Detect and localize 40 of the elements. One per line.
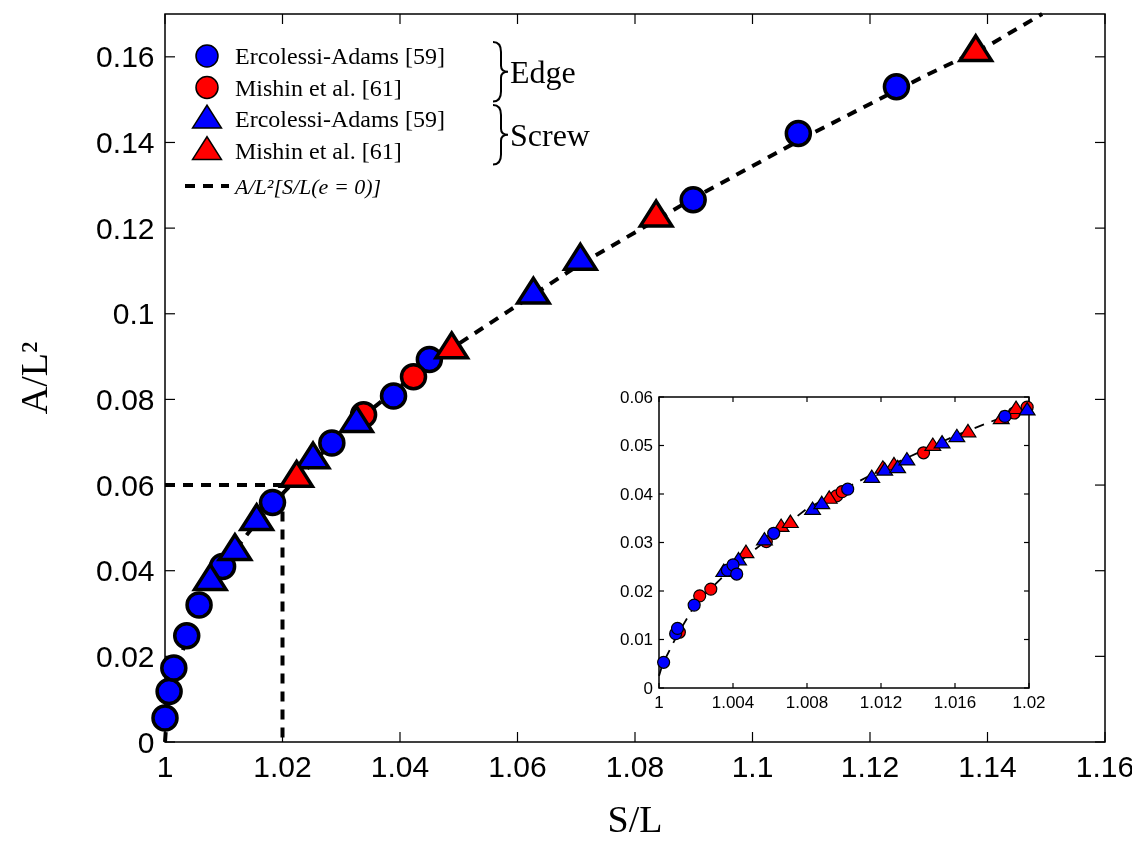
x-tick-label: 1.12 [840, 749, 900, 783]
y-tick-label: 0.12 [96, 211, 155, 245]
x-tick-label: 1.14 [958, 749, 1017, 783]
legend-label: Ercolessi-Adams [59] [235, 43, 445, 70]
legend-label: Mishin et al. [61] [235, 137, 402, 164]
x-tick-label: 1.06 [488, 749, 547, 783]
annotation: Edge [510, 53, 576, 90]
legend-label: Mishin et al. [61] [235, 74, 402, 101]
y-axis-title: A/L² [13, 341, 55, 415]
x-tick-label: 1 [156, 749, 174, 783]
legend-label: Ercolessi-Adams [59] [235, 106, 445, 133]
y-tick-label: 0.04 [96, 554, 155, 588]
y-tick-label: 0.06 [619, 387, 654, 407]
y-tick-label: 0.01 [619, 630, 654, 650]
y-tick-label: 0.03 [619, 533, 654, 553]
x-tick-label: 1 [654, 692, 664, 712]
y-tick-label: 0.02 [619, 581, 654, 601]
y-tick-label: 0.16 [96, 40, 155, 74]
y-tick-label: 0.04 [619, 484, 654, 504]
y-tick-label: 0.1 [112, 297, 155, 331]
x-tick-label: 1.04 [370, 749, 430, 783]
x-tick-label: 1.08 [605, 749, 665, 783]
annotation: Screw [510, 116, 590, 153]
x-tick-label: 1.008 [785, 692, 829, 712]
y-tick-label: 0.05 [619, 436, 654, 456]
y-tick-label: 0.06 [96, 468, 155, 502]
x-tick-label: 1.004 [711, 692, 755, 712]
x-tick-label: 1.02 [1012, 692, 1046, 712]
x-tick-label: 1.16 [1075, 749, 1132, 783]
x-tick-label: 1.02 [253, 749, 312, 783]
y-tick-label: 0 [137, 725, 155, 759]
y-tick-label: 0.08 [96, 382, 155, 416]
y-tick-label: 0 [643, 678, 654, 698]
y-tick-label: 0.14 [96, 125, 155, 159]
y-tick-label: 0.02 [96, 639, 155, 673]
legend-label: A/L²[S/L(e = 0)] [233, 173, 382, 199]
x-tick-label: 1.016 [933, 692, 977, 712]
x-axis-title: S/L [607, 798, 663, 840]
x-tick-label: 1.012 [859, 692, 903, 712]
x-tick-label: 1.1 [731, 749, 774, 783]
